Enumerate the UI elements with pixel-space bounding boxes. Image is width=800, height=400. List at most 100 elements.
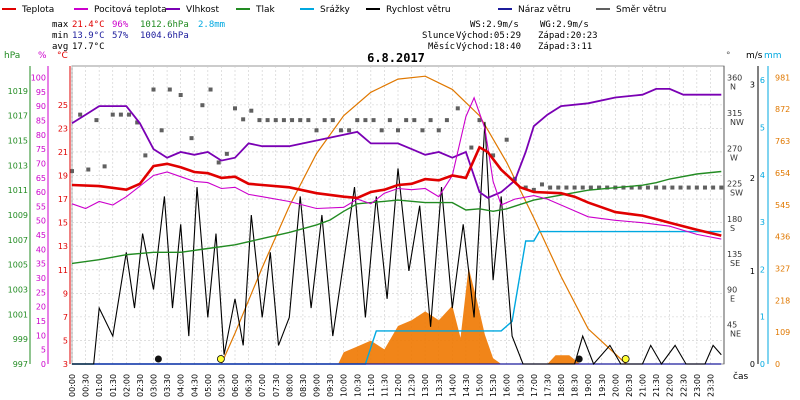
humidity-tick-label: 45 xyxy=(36,231,46,240)
pressure-tick-label: 1019 xyxy=(8,87,28,96)
wind-direction-point xyxy=(143,153,148,158)
time-tick-label: 09:30 xyxy=(326,374,335,397)
pressure-tick-label: 997 xyxy=(13,360,28,369)
time-tick-label: 19:00 xyxy=(584,374,593,397)
wind-direction-compass-label: SW xyxy=(730,189,743,198)
time-tick-label: 08:30 xyxy=(299,374,308,397)
wind-direction-point xyxy=(548,185,553,190)
series-feels-like-line xyxy=(71,96,722,240)
humidity-tick-label: 65 xyxy=(36,174,46,183)
wind-direction-point xyxy=(420,128,425,133)
moon-marker xyxy=(575,355,583,363)
wind-direction-point xyxy=(531,187,536,192)
pressure-tick-label: 1005 xyxy=(8,261,28,270)
humidity-tick-label: 25 xyxy=(36,288,46,297)
wind-direction-point xyxy=(273,118,278,123)
time-axis-unit: čas xyxy=(733,371,748,382)
wind-direction-point xyxy=(711,185,716,190)
wind-direction-point xyxy=(469,145,474,150)
temperature-tick-label: 3 xyxy=(63,360,68,369)
stat-min-pressure: 1004.6hPa xyxy=(140,31,189,41)
wind-speed-info: WS:2.9m/s xyxy=(470,20,519,30)
pressure-tick-label: 999 xyxy=(13,335,28,344)
wind-direction-point xyxy=(588,185,593,190)
series-rain-line xyxy=(72,230,722,365)
wind-direction-point xyxy=(330,118,335,123)
temperature-tick-label: 11 xyxy=(58,266,68,275)
time-tick-label: 00:30 xyxy=(82,374,91,397)
wind-direction-point xyxy=(444,118,449,123)
time-tick-label: 02:30 xyxy=(136,374,145,397)
time-tick-label: 14:30 xyxy=(462,374,471,397)
time-tick-label: 23:00 xyxy=(693,374,702,397)
wind-direction-point xyxy=(70,169,74,174)
wind-direction-compass-label: S xyxy=(730,224,735,233)
rain-tick-label: 4 xyxy=(760,171,765,180)
time-tick-label: 06:30 xyxy=(245,374,254,397)
wind-direction-point xyxy=(241,117,246,122)
wind-direction-point xyxy=(233,106,237,111)
wind-direction-point xyxy=(572,185,577,190)
stat-avg-temp: 17.7°C xyxy=(72,42,105,52)
wind-direction-point xyxy=(208,87,213,92)
pressure-tick-label: 1001 xyxy=(8,310,28,319)
time-tick-label: 15:00 xyxy=(476,374,485,397)
time-tick-label: 05:00 xyxy=(204,374,213,397)
humidity-tick-label: 5 xyxy=(41,346,46,355)
wind-direction-point xyxy=(189,136,194,141)
wind-direction-point xyxy=(178,93,183,98)
wind-direction-tick-label: 360 xyxy=(727,74,742,83)
wind-direction-point xyxy=(670,185,675,190)
sun-moon-info: WS:2.9m/s WG:2.9m/s Slunce Východ:05:29 … xyxy=(422,20,598,52)
wind-direction-tick-label: 45 xyxy=(727,321,737,330)
humidity-tick-label: 80 xyxy=(36,131,46,140)
legend-label-temp: Teplota xyxy=(21,5,54,15)
time-tick-label: 05:30 xyxy=(217,374,226,397)
solar-tick-label: 872 xyxy=(775,105,790,114)
pressure-axis-unit: hPa xyxy=(4,51,20,61)
pressure-tick-label: 1009 xyxy=(8,211,28,220)
humidity-axis-unit: % xyxy=(38,51,47,61)
wind-direction-point xyxy=(216,160,221,165)
pressure-tick-label: 1013 xyxy=(8,161,28,170)
wind-direction-tick-label: 270 xyxy=(727,144,742,153)
humidity-tick-label: 90 xyxy=(36,102,46,111)
wind-direction-point xyxy=(556,185,561,190)
rain-tick-label: 5 xyxy=(760,123,765,132)
time-tick-label: 16:00 xyxy=(503,374,512,397)
time-tick-label: 01:00 xyxy=(95,374,104,397)
wind-direction-point xyxy=(523,185,528,190)
wind-direction-point xyxy=(306,118,311,123)
stat-max-humidity: 96% xyxy=(112,20,129,30)
wind-speed-tick-label: 1 xyxy=(750,267,755,276)
solar-tick-label: 436 xyxy=(775,233,790,242)
wind-direction-tick-label: 315 xyxy=(727,109,742,118)
stats-block: max 21.4°C 96% 1012.6hPa 2.8mm min 13.9°… xyxy=(52,20,225,52)
solar-tick-label: 981 xyxy=(775,73,790,82)
time-tick-label: 21:00 xyxy=(639,374,648,397)
wind-direction-point xyxy=(257,118,262,123)
wind-direction-point xyxy=(118,112,123,117)
time-tick-label: 11:00 xyxy=(367,374,376,397)
time-tick-label: 08:00 xyxy=(285,374,294,397)
time-tick-label: 15:30 xyxy=(489,374,498,397)
wind-direction-point xyxy=(167,87,172,92)
pressure-tick-label: 1017 xyxy=(8,112,28,121)
wind-direction-point xyxy=(355,118,360,123)
wind-direction-tick-label: 135 xyxy=(727,250,742,259)
series-solar-measured-area xyxy=(338,267,580,364)
wind-direction-point xyxy=(694,185,699,190)
wind-direction-point xyxy=(597,185,602,190)
wind-direction-point xyxy=(127,112,132,117)
pressure-tick-label: 1003 xyxy=(8,286,28,295)
time-tick-label: 13:00 xyxy=(421,374,430,397)
time-tick-label: 04:00 xyxy=(177,374,186,397)
wind-direction-compass-label: E xyxy=(730,294,735,303)
wind-direction-point xyxy=(94,118,99,123)
series-temperature-line xyxy=(71,145,722,237)
wind-speed-axis-unit: m/s xyxy=(746,51,763,61)
wind-direction-point xyxy=(637,185,642,190)
chart-title: 6.8.2017 xyxy=(367,51,425,65)
wind-direction-point xyxy=(678,185,683,190)
moon-marker xyxy=(154,355,162,363)
